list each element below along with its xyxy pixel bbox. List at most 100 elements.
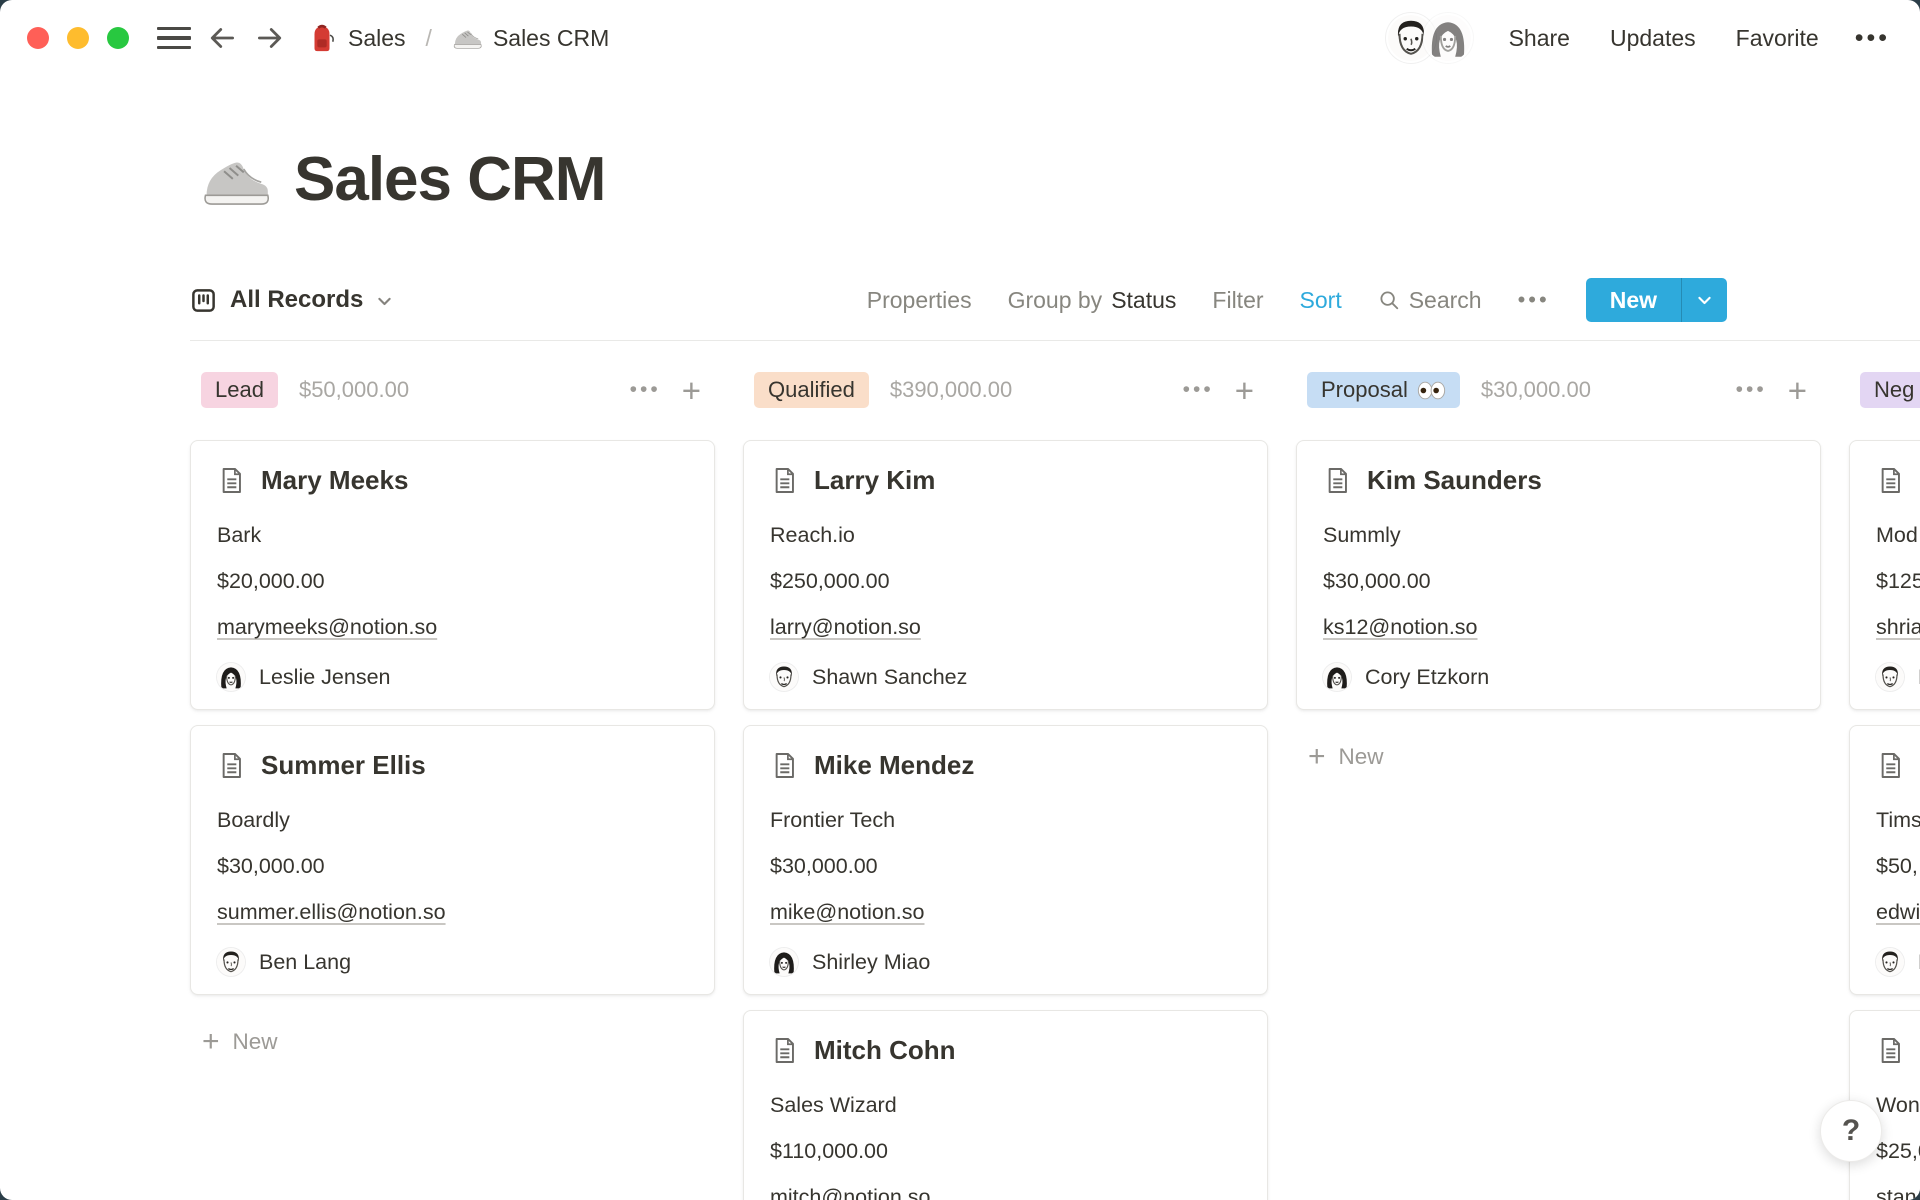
sort-button[interactable]: Sort — [1299, 286, 1342, 313]
toolbar-divider — [190, 340, 1920, 341]
new-record-button[interactable]: New — [1585, 278, 1727, 322]
card-title: Mitch Cohn — [814, 1035, 956, 1065]
column-add-icon[interactable]: + — [1787, 371, 1807, 409]
view-switcher[interactable]: All Records — [190, 286, 393, 314]
column-header: Qualified $390,000.00 ••• + — [743, 371, 1268, 409]
card-mitch-cohn[interactable]: Mitch Cohn Sales Wizard $110,000.00 mitc… — [743, 1010, 1268, 1200]
avatar — [217, 663, 245, 691]
search-button[interactable]: Search — [1378, 287, 1482, 314]
column-total: $50,000.00 — [298, 377, 410, 402]
person-name: Leslie Jensen — [259, 664, 391, 689]
status-badge[interactable]: Neg — [1860, 372, 1920, 408]
person-row: H — [1876, 948, 1920, 976]
status-label: Proposal — [1321, 377, 1408, 402]
plus-icon: + — [1308, 740, 1326, 773]
card[interactable]: S Mod $125 shria E — [1849, 440, 1920, 710]
person-name: E — [1918, 665, 1920, 690]
properties-button[interactable]: Properties — [866, 286, 972, 313]
company-field: Summly — [1323, 523, 1401, 547]
page-title[interactable]: Sales CRM — [294, 145, 606, 214]
share-button[interactable]: Share — [1505, 23, 1574, 54]
column-more-icon[interactable]: ••• — [1735, 378, 1767, 401]
column-total: $390,000.00 — [889, 377, 1013, 402]
card-mike-mendez[interactable]: Mike Mendez Frontier Tech $30,000.00 mik… — [743, 725, 1268, 995]
favorite-button[interactable]: Favorite — [1732, 23, 1823, 54]
forward-button[interactable] — [251, 19, 289, 57]
column-more-icon[interactable]: ••• — [629, 378, 661, 401]
company-field: Boardly — [217, 808, 290, 832]
column-header: Neg — [1849, 371, 1920, 409]
eyes-emoji-icon — [1417, 381, 1446, 400]
minimize-button[interactable] — [67, 27, 89, 49]
breadcrumb-separator: / — [425, 24, 432, 51]
zoom-button[interactable] — [107, 27, 129, 49]
avatar — [1422, 13, 1473, 63]
company-field: Tims — [1876, 808, 1920, 832]
avatar — [1876, 663, 1904, 691]
person-name: H — [1918, 950, 1920, 975]
more-options-icon[interactable]: ••• — [1854, 23, 1890, 52]
document-icon — [1876, 751, 1905, 780]
help-icon: ? — [1841, 1114, 1861, 1147]
column-more-icon[interactable]: ••• — [1182, 378, 1214, 401]
email-link[interactable]: larry@notion.so — [770, 615, 921, 639]
column-add-icon[interactable]: + — [1234, 371, 1254, 409]
add-card-button[interactable]: + New — [190, 1027, 715, 1057]
avatar — [770, 663, 798, 691]
breadcrumb-item-sales[interactable]: Sales — [303, 21, 410, 55]
group-by-value: Status — [1111, 286, 1177, 313]
search-icon — [1378, 289, 1400, 311]
email-link[interactable]: summer.ellis@notion.so — [217, 900, 446, 924]
person-row: Leslie Jensen — [217, 663, 688, 691]
collaborator-avatars[interactable] — [1385, 13, 1473, 63]
new-button-dropdown[interactable] — [1681, 278, 1727, 322]
sidebar-menu-icon[interactable] — [155, 19, 193, 57]
card-title: Mike Mendez — [814, 750, 975, 780]
person-name: Cory Etzkorn — [1365, 664, 1490, 689]
view-name: All Records — [230, 286, 364, 313]
person-row: Ben Lang — [217, 948, 688, 976]
status-badge[interactable]: Proposal — [1307, 372, 1460, 408]
board-column-lead: Lead $50,000.00 ••• + Mary Meeks Bark $2… — [190, 371, 715, 1057]
email-link[interactable]: stan — [1876, 1185, 1917, 1200]
document-icon — [770, 1036, 799, 1065]
search-label: Search — [1408, 286, 1482, 313]
close-button[interactable] — [27, 27, 49, 49]
company-field: Mod — [1876, 523, 1918, 547]
email-link[interactable]: ks12@notion.so — [1323, 615, 1478, 639]
page-header: Sales CRM — [200, 144, 606, 215]
person-row: Cory Etzkorn — [1323, 663, 1794, 691]
email-link[interactable]: mike@notion.so — [770, 900, 925, 924]
backpack-icon — [307, 23, 337, 53]
board-column-proposal: Proposal $30,000.00 ••• + Kim Saunders S… — [1296, 371, 1821, 772]
back-button[interactable] — [203, 19, 241, 57]
avatar — [1323, 663, 1351, 691]
email-link[interactable]: marymeeks@notion.so — [217, 615, 438, 639]
email-link[interactable]: edwi — [1876, 900, 1920, 924]
group-by-button[interactable]: Group by Status — [1008, 287, 1177, 314]
filter-button[interactable]: Filter — [1212, 286, 1264, 313]
card-larry-kim[interactable]: Larry Kim Reach.io $250,000.00 larry@not… — [743, 440, 1268, 710]
status-badge[interactable]: Qualified — [754, 372, 869, 408]
toolbar-more-icon[interactable]: ••• — [1517, 287, 1550, 312]
card-kim-saunders[interactable]: Kim Saunders Summly $30,000.00 ks12@noti… — [1296, 440, 1821, 710]
amount-field: $50, — [1876, 854, 1918, 878]
person-row: Shawn Sanchez — [770, 663, 1241, 691]
card[interactable]: E Tims $50, edwi H — [1849, 725, 1920, 995]
breadcrumb-item-sales-crm[interactable]: Sales CRM — [448, 21, 613, 55]
help-button[interactable]: ? — [1820, 1100, 1882, 1162]
card-mary-meeks[interactable]: Mary Meeks Bark $20,000.00 marymeeks@not… — [190, 440, 715, 710]
document-icon — [217, 751, 246, 780]
email-link[interactable]: mitch@notion.so — [770, 1185, 931, 1200]
status-badge[interactable]: Lead — [201, 372, 278, 408]
add-card-button[interactable]: + New — [1296, 742, 1821, 772]
board-column-negotiation: Neg S Mod $125 shria E E — [1849, 371, 1920, 1200]
person-row: Shirley Miao — [770, 948, 1241, 976]
card-summer-ellis[interactable]: Summer Ellis Boardly $30,000.00 summer.e… — [190, 725, 715, 995]
sneaker-icon[interactable] — [200, 145, 270, 215]
column-header: Proposal $30,000.00 ••• + — [1296, 371, 1821, 409]
amount-field: $125 — [1876, 569, 1920, 593]
column-add-icon[interactable]: + — [681, 371, 701, 409]
email-link[interactable]: shria — [1876, 615, 1920, 639]
updates-button[interactable]: Updates — [1606, 23, 1700, 54]
